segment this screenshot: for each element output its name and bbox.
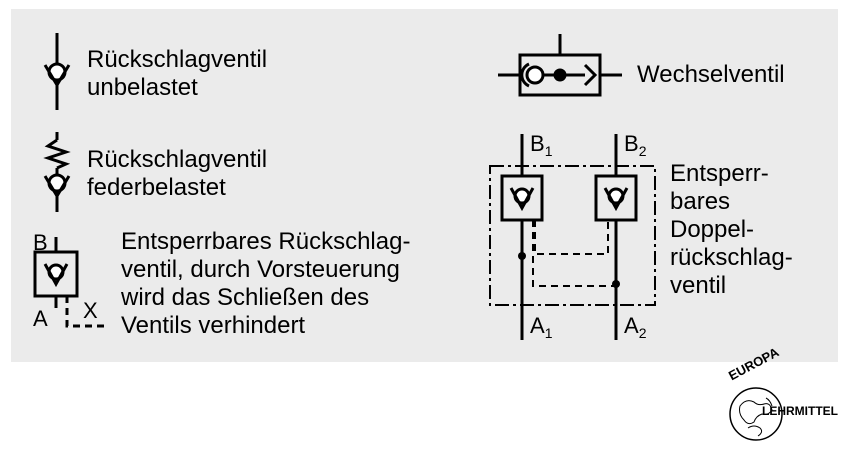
- port-a2-letter: A: [624, 313, 639, 338]
- double-pilot-line4: rückschlag-: [670, 244, 793, 271]
- port-b1-sub: 1: [544, 143, 553, 159]
- port-a2-sub: 2: [638, 325, 647, 341]
- check-valve-unloaded-line2: unbelastet: [87, 74, 198, 101]
- port-a2-label: A2: [624, 313, 647, 342]
- pilot-check-valve-label: Entsperrbares Rückschlag- ventil, durch …: [121, 228, 410, 340]
- check-valve-spring-line1: Rückschlagventil: [87, 146, 268, 173]
- europa-lehrmittel-logo: EUROPA LEHRMITTEL: [718, 344, 842, 448]
- double-pilot-line5: ventil: [670, 272, 727, 299]
- port-x-label: X: [83, 298, 98, 323]
- port-a1-sub: 1: [544, 325, 553, 341]
- pilot-check-valve-line4: Ventils verhindert: [121, 312, 306, 339]
- double-pilot-line1: Entsperr-: [670, 160, 769, 187]
- port-b1-letter: B: [530, 131, 545, 156]
- port-a1-letter: A: [530, 313, 545, 338]
- double-pilot-check-valve-symbol: [489, 134, 656, 340]
- check-valve-unloaded-symbol: [43, 33, 71, 110]
- double-pilot-line3: Doppel-: [670, 216, 755, 243]
- pilot-check-valve-symbol: [33, 237, 106, 328]
- pilot-check-valve-line3: wird das Schließen des: [121, 284, 370, 311]
- port-b-label: B: [33, 230, 48, 255]
- double-pilot-check-valve-label: Entsperr- bares Doppel- rückschlag- vent…: [670, 160, 793, 300]
- pilot-check-valve-line2: ventil, durch Vorsteuerung: [121, 256, 400, 283]
- check-valve-unloaded-label: Rückschlagventil unbelastet: [87, 46, 267, 102]
- port-a-label: A: [33, 306, 48, 331]
- shuttle-valve-label: Wechselventil: [637, 61, 785, 88]
- check-valve-spring-label: Rückschlagventil federbelastet: [87, 146, 267, 202]
- shuttle-valve-symbol: [498, 34, 622, 97]
- check-valve-spring-line2: federbelastet: [87, 174, 226, 201]
- double-pilot-line2: bares: [670, 188, 731, 215]
- check-valve-spring-symbol: [43, 132, 71, 212]
- port-b2-label: B2: [624, 131, 647, 160]
- port-b1-label: B1: [530, 131, 553, 160]
- pilot-check-valve-line1: Entsperrbares Rückschlag-: [121, 228, 411, 255]
- symbol-panel: [11, 9, 838, 362]
- check-valve-unloaded-line1: Rückschlagventil: [87, 46, 268, 73]
- port-b2-letter: B: [624, 131, 639, 156]
- globe-icon: [729, 387, 783, 441]
- port-b2-sub: 2: [638, 143, 647, 159]
- port-a1-label: A1: [530, 313, 553, 342]
- logo-right-text: LEHRMITTEL: [762, 404, 838, 418]
